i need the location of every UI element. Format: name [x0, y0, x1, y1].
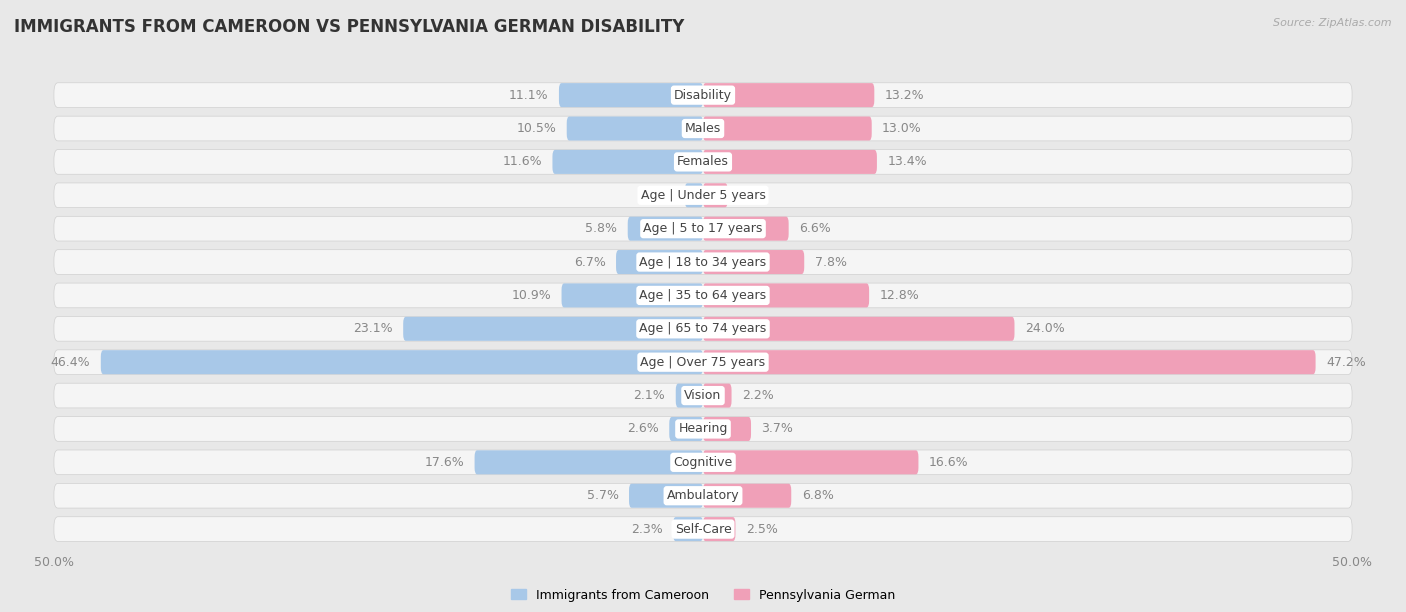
FancyBboxPatch shape: [404, 317, 703, 341]
FancyBboxPatch shape: [53, 483, 1353, 508]
Text: 2.1%: 2.1%: [634, 389, 665, 402]
FancyBboxPatch shape: [53, 517, 1353, 542]
FancyBboxPatch shape: [53, 283, 1353, 308]
Text: 2.6%: 2.6%: [627, 422, 659, 436]
FancyBboxPatch shape: [53, 183, 1353, 207]
Text: 16.6%: 16.6%: [929, 456, 969, 469]
FancyBboxPatch shape: [703, 183, 728, 207]
FancyBboxPatch shape: [567, 116, 703, 141]
FancyBboxPatch shape: [685, 183, 703, 207]
FancyBboxPatch shape: [676, 384, 703, 408]
Text: 5.7%: 5.7%: [586, 489, 619, 502]
FancyBboxPatch shape: [703, 83, 875, 107]
FancyBboxPatch shape: [53, 116, 1353, 141]
Text: Hearing: Hearing: [678, 422, 728, 436]
Text: Age | 35 to 64 years: Age | 35 to 64 years: [640, 289, 766, 302]
Text: 23.1%: 23.1%: [353, 323, 392, 335]
FancyBboxPatch shape: [53, 149, 1353, 174]
FancyBboxPatch shape: [553, 150, 703, 174]
FancyBboxPatch shape: [53, 83, 1353, 108]
FancyBboxPatch shape: [703, 250, 804, 274]
Text: 13.2%: 13.2%: [884, 89, 924, 102]
FancyBboxPatch shape: [703, 450, 918, 474]
FancyBboxPatch shape: [53, 250, 1353, 274]
Text: 24.0%: 24.0%: [1025, 323, 1064, 335]
FancyBboxPatch shape: [53, 350, 1353, 375]
Text: 2.3%: 2.3%: [631, 523, 662, 536]
Text: Ambulatory: Ambulatory: [666, 489, 740, 502]
Text: 13.4%: 13.4%: [887, 155, 927, 168]
Text: 7.8%: 7.8%: [814, 256, 846, 269]
Text: 2.2%: 2.2%: [742, 389, 773, 402]
FancyBboxPatch shape: [703, 317, 1015, 341]
FancyBboxPatch shape: [53, 383, 1353, 408]
FancyBboxPatch shape: [669, 417, 703, 441]
Text: Vision: Vision: [685, 389, 721, 402]
Text: 6.6%: 6.6%: [799, 222, 831, 235]
Text: 1.4%: 1.4%: [643, 188, 675, 202]
Text: Age | 18 to 34 years: Age | 18 to 34 years: [640, 256, 766, 269]
FancyBboxPatch shape: [53, 417, 1353, 441]
FancyBboxPatch shape: [703, 483, 792, 508]
FancyBboxPatch shape: [616, 250, 703, 274]
FancyBboxPatch shape: [703, 350, 1316, 374]
Text: 11.1%: 11.1%: [509, 89, 548, 102]
FancyBboxPatch shape: [703, 150, 877, 174]
Text: Disability: Disability: [673, 89, 733, 102]
FancyBboxPatch shape: [703, 517, 735, 541]
Text: 6.7%: 6.7%: [574, 256, 606, 269]
FancyBboxPatch shape: [703, 417, 751, 441]
FancyBboxPatch shape: [561, 283, 703, 307]
Text: Females: Females: [678, 155, 728, 168]
Text: 10.5%: 10.5%: [516, 122, 557, 135]
FancyBboxPatch shape: [53, 316, 1353, 341]
FancyBboxPatch shape: [53, 450, 1353, 475]
Text: 11.6%: 11.6%: [502, 155, 543, 168]
FancyBboxPatch shape: [475, 450, 703, 474]
Text: 2.5%: 2.5%: [745, 523, 778, 536]
Text: 13.0%: 13.0%: [882, 122, 922, 135]
Text: Males: Males: [685, 122, 721, 135]
Text: 5.8%: 5.8%: [585, 222, 617, 235]
Text: 12.8%: 12.8%: [880, 289, 920, 302]
Text: Source: ZipAtlas.com: Source: ZipAtlas.com: [1274, 18, 1392, 28]
FancyBboxPatch shape: [703, 384, 731, 408]
Text: 17.6%: 17.6%: [425, 456, 464, 469]
FancyBboxPatch shape: [101, 350, 703, 374]
Legend: Immigrants from Cameroon, Pennsylvania German: Immigrants from Cameroon, Pennsylvania G…: [506, 584, 900, 606]
Text: Age | Under 5 years: Age | Under 5 years: [641, 188, 765, 202]
FancyBboxPatch shape: [627, 217, 703, 241]
Text: Age | 65 to 74 years: Age | 65 to 74 years: [640, 323, 766, 335]
FancyBboxPatch shape: [703, 217, 789, 241]
Text: 6.8%: 6.8%: [801, 489, 834, 502]
Text: IMMIGRANTS FROM CAMEROON VS PENNSYLVANIA GERMAN DISABILITY: IMMIGRANTS FROM CAMEROON VS PENNSYLVANIA…: [14, 18, 685, 36]
Text: 46.4%: 46.4%: [51, 356, 90, 368]
FancyBboxPatch shape: [628, 483, 703, 508]
FancyBboxPatch shape: [53, 216, 1353, 241]
FancyBboxPatch shape: [703, 116, 872, 141]
Text: Age | Over 75 years: Age | Over 75 years: [641, 356, 765, 368]
Text: 3.7%: 3.7%: [762, 422, 793, 436]
Text: 1.9%: 1.9%: [738, 188, 770, 202]
Text: Age | 5 to 17 years: Age | 5 to 17 years: [644, 222, 762, 235]
Text: 47.2%: 47.2%: [1326, 356, 1365, 368]
FancyBboxPatch shape: [703, 283, 869, 307]
FancyBboxPatch shape: [560, 83, 703, 107]
Text: Cognitive: Cognitive: [673, 456, 733, 469]
Text: 10.9%: 10.9%: [512, 289, 551, 302]
FancyBboxPatch shape: [673, 517, 703, 541]
Text: Self-Care: Self-Care: [675, 523, 731, 536]
